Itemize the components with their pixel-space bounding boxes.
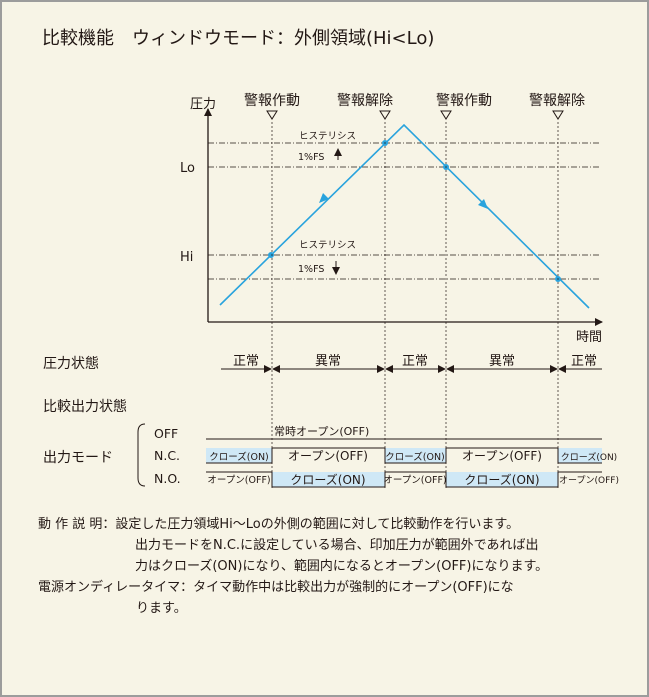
state-segment-1: 正常	[233, 354, 259, 369]
y-axis-label: 圧力	[190, 97, 216, 112]
no-segment-3: オープン(OFF)	[383, 475, 446, 486]
operation-line-2: 出力モードをN.C.に設定している場合、印加圧力が範囲外であれば出	[38, 535, 548, 556]
hysteresis-lower-label: ヒステリシス	[299, 240, 356, 251]
operation-label: 動 作 説 明：	[38, 514, 115, 535]
nc-segment-3: クローズ(ON)	[385, 451, 445, 463]
no-segment-1: オープン(OFF)	[207, 475, 270, 486]
no-row-label: N.O.	[154, 471, 181, 486]
delay-timer-label: 電源オンディレータイマ：	[38, 577, 193, 598]
no-segment-2: クローズ(ON)	[290, 472, 365, 487]
hi-level-label: Hi	[180, 250, 193, 265]
state-segment-5: 正常	[571, 354, 597, 369]
delay-timer-description: 電源オンディレータイマ： タイマ動作中は比較出力が強制的にオープン(OFF)にな	[38, 577, 548, 598]
event-label-4: 警報解除	[529, 93, 585, 109]
event-marker-1	[267, 111, 277, 119]
event-marker-3	[441, 111, 451, 119]
output-mode-label: 出力モード	[43, 450, 113, 466]
state-segment-4: 異常	[489, 354, 515, 369]
description-block: 動 作 説 明： 設定した圧力領域Hi～Loの外側の範囲に対して比較動作を行いま…	[38, 514, 548, 619]
pressure-waveform	[220, 125, 589, 308]
event-label-2: 警報解除	[337, 93, 393, 109]
event-label-1: 警報作動	[244, 93, 300, 109]
nc-segment-2: オープン(OFF)	[288, 449, 368, 463]
operation-line-1: 設定した圧力領域Hi～Loの外側の範囲に対して比較動作を行います。	[115, 514, 519, 535]
event-marker-2	[380, 111, 390, 119]
compare-output-label: 比較出力状態	[43, 399, 127, 415]
operation-description: 動 作 説 明： 設定した圧力領域Hi～Loの外側の範囲に対して比較動作を行いま…	[38, 514, 548, 535]
pressure-state-label: 圧力状態	[43, 356, 99, 372]
nc-segment-4: オープン(OFF)	[462, 449, 542, 463]
operation-line-3: 力はクローズ(ON)になり、範囲内になるとオープン(OFF)になります。	[38, 556, 548, 577]
rise-direction-arrow	[319, 193, 329, 203]
no-segment-5: オープン(OFF)	[559, 475, 619, 486]
event-label-3: 警報作動	[436, 93, 492, 109]
lo-level-label: Lo	[180, 161, 195, 176]
state-segment-2: 異常	[315, 354, 341, 369]
x-axis-label: 時間	[576, 330, 602, 345]
fs-lower-label: 1%FS	[298, 264, 324, 275]
nc-row-label: N.C.	[154, 448, 180, 463]
fs-upper-label: 1%FS	[298, 152, 324, 163]
trigger-point-1	[268, 252, 274, 258]
delay-line-1: タイマ動作中は比較出力が強制的にオープン(OFF)にな	[193, 577, 514, 598]
hysteresis-upper-label: ヒステリシス	[299, 131, 356, 142]
off-row-label: OFF	[154, 426, 178, 441]
nc-segment-5: クローズ(ON)	[561, 451, 617, 463]
event-marker-4	[553, 111, 563, 119]
off-row-text: 常時オープン(OFF)	[274, 425, 369, 438]
no-segment-4: クローズ(ON)	[464, 472, 539, 487]
nc-segment-1: クローズ(ON)	[209, 451, 269, 463]
output-mode-bracket	[138, 424, 145, 486]
state-segment-3: 正常	[402, 354, 428, 369]
delay-line-2: ります。	[38, 598, 548, 619]
